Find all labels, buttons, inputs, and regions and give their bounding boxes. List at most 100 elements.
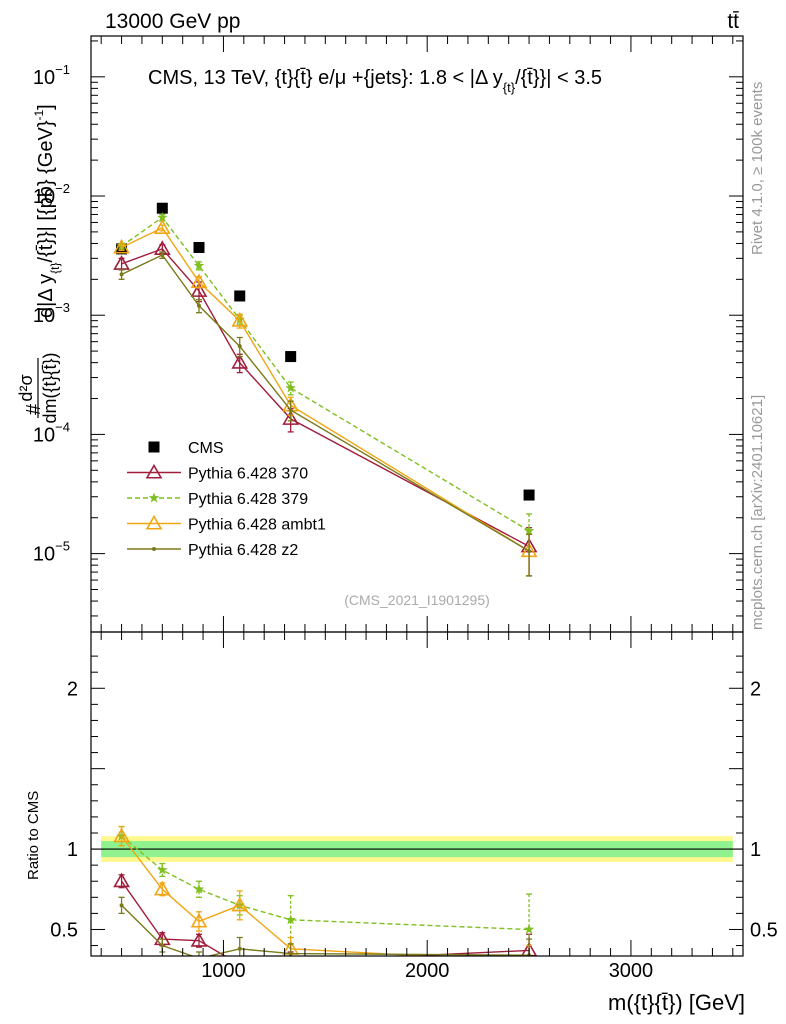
legend-marker — [148, 441, 160, 453]
series-cms — [116, 202, 535, 501]
ratio-point — [157, 864, 168, 875]
ratio-series-pythia-6-428-370 — [113, 872, 538, 956]
data-point — [285, 382, 296, 393]
svg-text:dm({t}{t̄}): dm({t}{t̄}) — [40, 352, 60, 423]
legend-label: CMS — [188, 440, 224, 457]
mcplots-label: mcplots.cern.ch [arXiv:2401.10621] — [749, 395, 766, 630]
ratio-series — [113, 825, 538, 956]
data-point — [288, 408, 293, 413]
series-line — [121, 227, 530, 552]
data-point — [193, 241, 205, 253]
data-point — [285, 351, 297, 363]
legend: CMS Pythia 6.428 370 Pythia 6.428 379 Pythi… — [127, 440, 326, 559]
data-point — [231, 312, 249, 327]
series-line — [121, 254, 530, 552]
ratio-line — [121, 880, 530, 956]
legend-label: Pythia 6.428 ambt1 — [188, 517, 326, 534]
data-point — [190, 273, 208, 289]
main-y-axis-label-rest: d|Δ y{t}/{t̄}}| [{pb} {GeV}-1] — [32, 104, 62, 318]
main-series — [113, 202, 538, 577]
legend-marker — [152, 547, 156, 551]
data-point — [523, 489, 535, 501]
series-line — [121, 216, 530, 532]
series-line — [121, 248, 530, 548]
data-point — [160, 253, 165, 258]
ratio-point — [113, 827, 130, 843]
ratio-y-tick-label: 1 — [67, 839, 78, 861]
series-pythia-6-428-ambt1 — [113, 219, 538, 577]
ratio-line — [121, 835, 530, 931]
data-point — [527, 549, 532, 554]
rivet-label: Rivet 4.1.0, ≥ 100k events — [749, 82, 766, 255]
ratio-point — [153, 880, 171, 896]
ratio-line — [121, 904, 530, 956]
ratio-y-tick-label: 0.5 — [50, 919, 78, 941]
ratio-line — [121, 835, 438, 956]
legend-label: Pythia 6.428 z2 — [188, 542, 298, 559]
main-y-axis-fraction: d²σ dm({t}{t̄}) — [16, 352, 60, 423]
ratio-point — [119, 903, 124, 908]
y-tick-label: 10−2 — [33, 181, 70, 208]
ratio-panel-frame — [90, 631, 744, 957]
data-point — [119, 272, 124, 277]
ratio-axes: 0.5 0.5 1 1 2 2 1000 2000 3000 — [50, 632, 778, 982]
ratio-y-tick-label: 2 — [67, 678, 78, 700]
data-point — [113, 255, 130, 270]
main-y-axis-label: # — [23, 403, 45, 415]
plot-title: CMS, 13 TeV, {t}{t̄} e/μ +{jets}: 1.8 < … — [148, 67, 602, 95]
x-tick-label: 1000 — [201, 960, 246, 982]
x-tick-label: 3000 — [609, 960, 654, 982]
header-right: tt̄ — [727, 10, 739, 33]
y-tick-label: 10−5 — [33, 539, 70, 566]
series-pythia-6-428-379 — [116, 212, 535, 557]
ratio-point — [237, 946, 242, 951]
data-point — [157, 212, 168, 222]
y-tick-label: 10−3 — [33, 300, 70, 327]
svg-text:d²σ: d²σ — [16, 374, 36, 401]
svg-text:d|Δ y{t}/{t̄}}| [{pb} {GeV}-1]: d|Δ y{t}/{t̄}}| [{pb} {GeV}-1] — [32, 104, 62, 318]
legend-entry: Pythia 6.428 370 — [127, 463, 308, 483]
y-tick-label: 10−4 — [33, 419, 70, 446]
ratio-point — [288, 951, 293, 956]
legend-marker — [148, 492, 160, 503]
analysis-watermark: (CMS_2021_I1901295) — [344, 592, 490, 608]
data-point — [153, 219, 171, 234]
data-point — [196, 303, 201, 308]
data-point — [237, 344, 242, 349]
main-axes: 10−1 10−2 10−3 10−4 10−5 — [33, 36, 743, 632]
y-tick-label: 10−1 — [33, 62, 70, 89]
data-point — [282, 410, 300, 425]
header-left: 13000 GeV pp — [105, 10, 240, 33]
legend-entry: CMS — [148, 440, 224, 457]
ratio-series-pythia-6-428-ambt1 — [113, 825, 533, 956]
data-point — [234, 290, 246, 302]
svg-text:#: # — [23, 403, 45, 415]
legend-label: Pythia 6.428 379 — [188, 491, 308, 508]
legend-entry: Pythia 6.428 379 — [127, 491, 308, 508]
data-point — [193, 260, 205, 271]
x-axis-label: m({t}{t̄}) [GeV] — [608, 990, 745, 1015]
ratio-point — [113, 872, 130, 888]
ratio-point — [190, 932, 208, 947]
ratio-series-pythia-6-428-z2 — [118, 896, 533, 956]
data-point — [523, 525, 535, 536]
ratio-point — [231, 896, 249, 912]
ratio-y-tick-label-right: 1 — [750, 839, 761, 861]
data-point — [113, 238, 130, 254]
ratio-point — [285, 914, 296, 925]
x-tick-label: 2000 — [405, 960, 450, 982]
ratio-point — [193, 883, 205, 894]
data-point — [156, 202, 168, 214]
legend-label: Pythia 6.428 370 — [188, 466, 308, 483]
data-point — [190, 282, 208, 297]
legend-entry: Pythia 6.428 z2 — [127, 542, 298, 559]
ratio-point — [160, 943, 165, 948]
ratio-y-tick-label-right: 0.5 — [750, 919, 778, 941]
ratio-point — [523, 923, 535, 934]
legend-marker — [145, 514, 163, 530]
series-pythia-6-428-z2 — [118, 251, 533, 577]
ratio-point — [190, 912, 208, 928]
legend-entry: Pythia 6.428 ambt1 — [127, 514, 326, 534]
ratio-uncertainty-band — [91, 836, 743, 862]
